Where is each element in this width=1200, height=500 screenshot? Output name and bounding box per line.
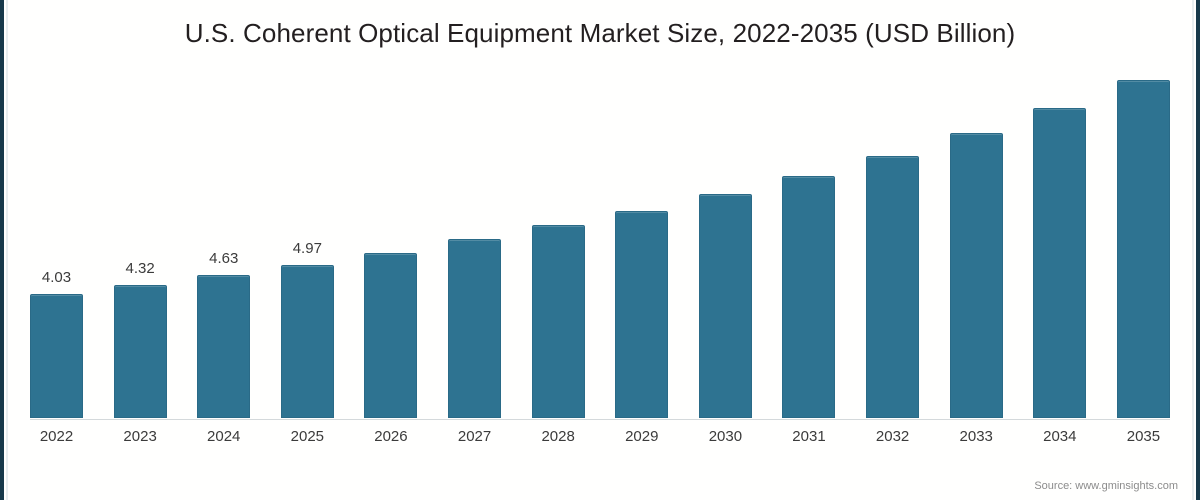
x-axis-tick-label: 2032 bbox=[875, 428, 910, 445]
x-axis-line bbox=[30, 419, 1170, 420]
bar-slot: 4.63 bbox=[197, 60, 251, 418]
bar[interactable] bbox=[448, 239, 502, 418]
x-axis-tick-label: 2029 bbox=[625, 428, 659, 445]
bar[interactable] bbox=[615, 211, 669, 418]
x-axis-tick-label: 2026 bbox=[374, 428, 408, 445]
x-axis-tick-label: 2024 bbox=[207, 428, 241, 445]
right-inner-stripe bbox=[1192, 0, 1194, 500]
x-axis-tick-label: 2023 bbox=[123, 428, 157, 445]
bar-slot: 4.32 bbox=[113, 60, 167, 418]
bar-slot bbox=[531, 60, 585, 418]
bar-value-label: 4.63 bbox=[209, 250, 239, 267]
bar-slot: 4.03 bbox=[30, 60, 83, 418]
bar-slot bbox=[698, 60, 752, 418]
x-axis-tick-label: 2034 bbox=[1043, 428, 1077, 445]
bar[interactable] bbox=[866, 156, 920, 418]
x-axis-tick-label: 2027 bbox=[457, 428, 492, 445]
bar[interactable] bbox=[782, 176, 836, 418]
bar-slot: 4.97 bbox=[280, 60, 334, 418]
chart-title: U.S. Coherent Optical Equipment Market S… bbox=[184, 18, 1016, 48]
bar[interactable] bbox=[949, 133, 1003, 418]
bar[interactable] bbox=[113, 285, 167, 418]
x-axis-tick-label: 2030 bbox=[708, 428, 743, 445]
x-axis-tick-label: 2022 bbox=[39, 428, 74, 445]
bar[interactable] bbox=[364, 253, 418, 418]
bar[interactable] bbox=[1033, 108, 1087, 418]
x-axis-tick-label: 2031 bbox=[792, 428, 826, 445]
x-axis-tick-label: 2028 bbox=[541, 428, 575, 445]
bar-slot bbox=[364, 60, 418, 418]
bar-slot bbox=[615, 60, 669, 418]
x-axis-tick-label: 2033 bbox=[959, 428, 993, 445]
bar-slot bbox=[949, 60, 1003, 418]
x-axis-labels: 2022 2023 2024 2025 2026 2027 2028 2029 2030 2031… bbox=[30, 428, 1170, 445]
bar-value-label: 4.03 bbox=[41, 269, 72, 286]
x-axis-tick-label: 2025 bbox=[290, 428, 325, 445]
bar-slot bbox=[1116, 60, 1170, 418]
left-accent-stripe bbox=[0, 0, 4, 500]
bar[interactable] bbox=[280, 265, 334, 418]
x-axis-tick-label: 2035 bbox=[1126, 428, 1161, 445]
plot-area: 4.03 4.32 4.63 4.97 bbox=[30, 60, 1170, 420]
bar-slot bbox=[782, 60, 836, 418]
bar-slot bbox=[866, 60, 920, 418]
bar-value-label: 4.97 bbox=[292, 240, 322, 257]
bar[interactable] bbox=[531, 225, 585, 418]
bar[interactable] bbox=[698, 194, 752, 418]
source-note: Source: www.gminsights.com bbox=[1034, 480, 1178, 492]
bar[interactable] bbox=[30, 294, 83, 418]
right-accent-stripe bbox=[1196, 0, 1200, 500]
bar-series: 4.03 4.32 4.63 4.97 bbox=[30, 60, 1170, 418]
bar[interactable] bbox=[197, 275, 251, 418]
bar-slot bbox=[448, 60, 502, 418]
left-inner-stripe bbox=[6, 0, 8, 500]
bar[interactable] bbox=[1116, 80, 1170, 418]
bar-value-label: 4.32 bbox=[125, 260, 155, 277]
bar-slot bbox=[1033, 60, 1087, 418]
